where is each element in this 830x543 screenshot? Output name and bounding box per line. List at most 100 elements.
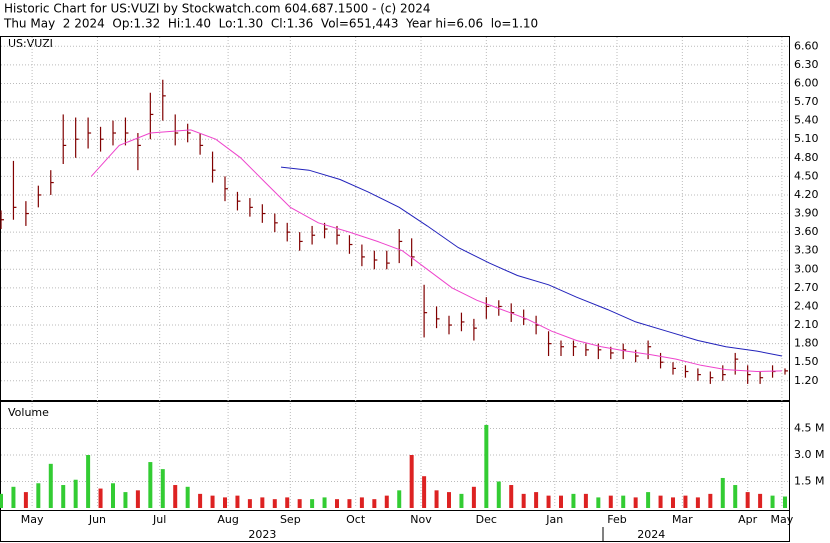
volume-bar — [48, 463, 53, 508]
volume-bar — [559, 495, 563, 508]
volume-bar — [135, 490, 140, 508]
volume-bar — [745, 492, 750, 508]
volume-bar — [658, 495, 663, 508]
moving-average — [280, 166, 782, 357]
volume-bar — [86, 455, 91, 508]
volume-bar — [633, 497, 638, 508]
volume-bar — [73, 479, 78, 508]
volume-bar — [496, 481, 501, 508]
y-tick-label: 6.30 — [794, 58, 819, 71]
volume-bar — [683, 495, 688, 508]
y-tick-label: 3.60 — [794, 225, 819, 238]
volume-bar — [223, 497, 227, 508]
volume-bar — [322, 497, 327, 508]
x-tick-label: May — [21, 513, 44, 526]
x-tick-label: Jan — [545, 513, 563, 526]
volume-bar — [310, 499, 315, 508]
volume-bar — [23, 492, 28, 508]
volume-bar — [708, 493, 713, 508]
volume-bar — [247, 499, 252, 508]
y-tick-label: 1.50 — [794, 355, 819, 368]
volume-bar — [372, 499, 377, 508]
volume-bar — [297, 499, 302, 508]
y-tick-label: 4.20 — [794, 188, 819, 201]
volume-bar — [260, 497, 265, 508]
volume-bar — [61, 485, 66, 508]
x-tick-label: Dec — [476, 513, 497, 526]
x-tick-label: Sep — [280, 513, 301, 526]
volume-tick-label: 3.0 M — [794, 448, 824, 461]
x-tick-label: Jun — [88, 513, 106, 526]
volume-bar — [459, 493, 464, 508]
y-tick-label: 1.80 — [794, 337, 819, 350]
volume-bar — [720, 477, 725, 508]
y-tick-label: 2.70 — [794, 281, 819, 294]
volume-bar — [123, 492, 128, 508]
volume-bar — [546, 495, 551, 508]
volume-bar — [770, 495, 775, 508]
volume-bar — [583, 493, 588, 508]
volume-bar — [11, 486, 16, 508]
volume-bar — [98, 488, 103, 508]
moving-average — [90, 129, 782, 373]
volume-bar — [397, 490, 402, 508]
volume-bar — [148, 462, 153, 508]
volume-bar — [434, 490, 439, 508]
volume-bar — [646, 492, 651, 508]
volume-bar — [272, 499, 277, 508]
volume-bar — [36, 483, 41, 508]
x-tick-label: Nov — [410, 513, 432, 526]
x-tick-label: Jul — [152, 513, 166, 526]
volume-bar — [335, 499, 339, 508]
volume-bar — [111, 483, 115, 508]
volume-bar — [347, 499, 352, 508]
volume-bar — [671, 497, 675, 508]
volume-bar — [173, 485, 178, 508]
year-label: 2023 — [248, 528, 276, 541]
symbol-label: US:VUZI — [8, 37, 53, 50]
volume-bar — [185, 486, 190, 508]
y-tick-label: 3.90 — [794, 207, 819, 220]
volume-bar — [0, 493, 3, 508]
volume-bar — [160, 469, 165, 508]
y-tick-label: 5.10 — [794, 132, 819, 145]
volume-bar — [534, 492, 539, 508]
x-tick-label: Oct — [346, 513, 366, 526]
year-label: 2024 — [637, 528, 665, 541]
y-tick-label: 5.40 — [794, 114, 819, 127]
quote-line: Thu May 2 2024 Op:1.32 Hi:1.40 Lo:1.30 C… — [3, 17, 538, 31]
volume-bar — [783, 496, 787, 508]
volume-bar — [210, 495, 215, 508]
y-tick-label: 6.00 — [794, 76, 819, 89]
x-tick-label: Feb — [607, 513, 626, 526]
volume-bar — [471, 486, 476, 508]
volume-bar — [621, 495, 626, 508]
volume-bar — [571, 493, 576, 508]
volume-bar — [285, 497, 290, 508]
volume-tick-label: 4.5 M — [794, 422, 824, 435]
volume-bar — [695, 497, 700, 508]
volume-bar — [521, 493, 526, 508]
volume-bar — [409, 455, 414, 508]
volume-bar — [447, 492, 451, 508]
volume-bar — [198, 493, 203, 508]
x-tick-label: May — [771, 513, 794, 526]
y-tick-label: 3.00 — [794, 262, 819, 275]
y-tick-label: 4.50 — [794, 169, 819, 182]
volume-bar — [509, 485, 514, 508]
volume-frame — [0, 401, 790, 511]
volume-bar — [235, 495, 240, 508]
y-tick-label: 2.10 — [794, 318, 819, 331]
y-tick-label: 5.70 — [794, 95, 819, 108]
x-tick-label: Apr — [738, 513, 758, 526]
x-tick-label: Mar — [672, 513, 693, 526]
price-frame — [0, 36, 790, 401]
volume-bar — [596, 497, 601, 508]
volume-label: Volume — [8, 406, 49, 419]
y-tick-label: 4.80 — [794, 151, 819, 164]
x-tick-label: Aug — [217, 513, 238, 526]
volume-bar — [422, 476, 427, 508]
volume-bar — [384, 495, 389, 508]
